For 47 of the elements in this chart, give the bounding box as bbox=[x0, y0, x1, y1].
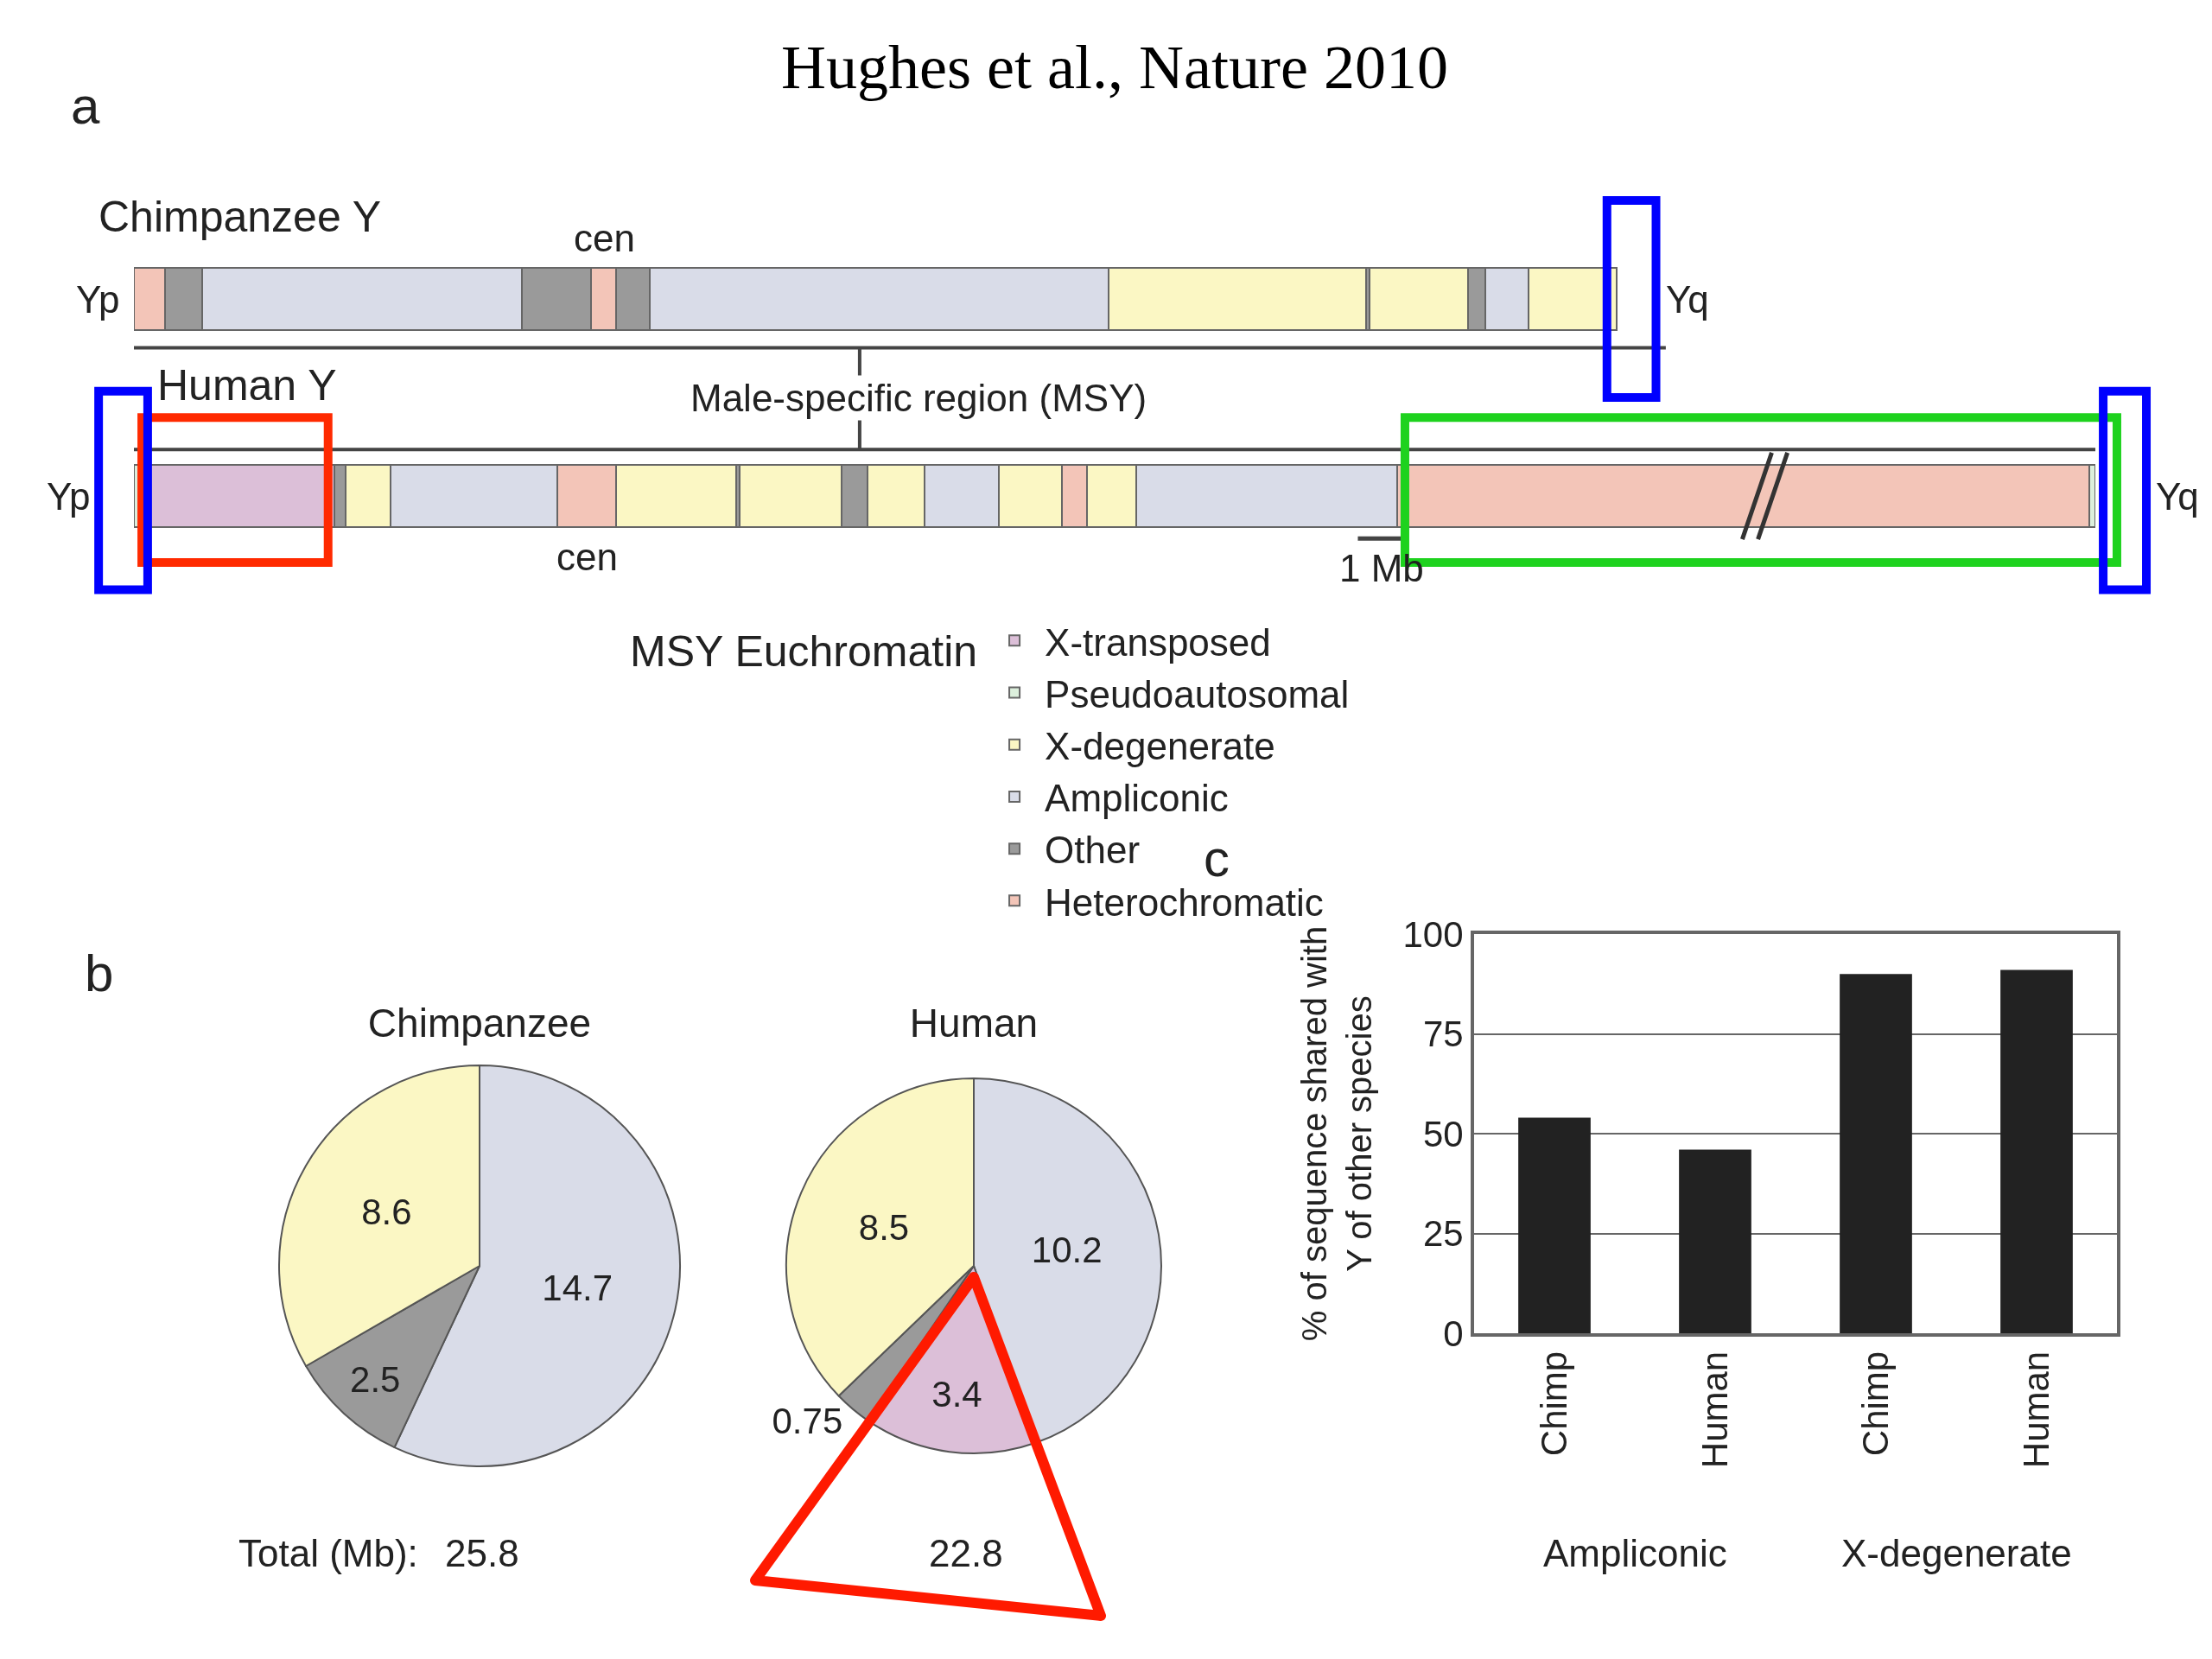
chart-title: Hughes et al., Nature 2010 bbox=[781, 32, 1448, 102]
annotation: Yq bbox=[1666, 278, 1709, 321]
legend-title: MSY Euchromatin bbox=[630, 627, 978, 677]
text: 25.8 bbox=[445, 1532, 519, 1574]
bar bbox=[1840, 974, 1912, 1333]
legend-label: Other bbox=[1045, 829, 1141, 872]
y-tick-label: 0 bbox=[1443, 1313, 1464, 1354]
legend-label: X-transposed bbox=[1045, 620, 1271, 664]
x-tick-label: Chimp bbox=[1854, 1351, 1896, 1457]
text: Ampliconic bbox=[1543, 1532, 1727, 1574]
annotation: Male-specific region (MSY) bbox=[690, 377, 1147, 419]
legend-label: X-degenerate bbox=[1045, 724, 1275, 767]
bar bbox=[1679, 1149, 1751, 1333]
text: Yq bbox=[2156, 475, 2199, 518]
data-label: 3.4 bbox=[931, 1373, 982, 1414]
y-tick-label: 75 bbox=[1422, 1014, 1464, 1055]
bar bbox=[1518, 1117, 1591, 1333]
data-label: 2.5 bbox=[350, 1358, 401, 1400]
legend-label: Pseudoautosomal bbox=[1045, 672, 1350, 715]
text: 22.8 bbox=[929, 1532, 1003, 1574]
chart-title: Chimpanzee bbox=[367, 1001, 592, 1046]
text: X-degenerate bbox=[1841, 1532, 2072, 1574]
x-tick-label: Human bbox=[2015, 1351, 2056, 1469]
y-tick-label: 50 bbox=[1422, 1113, 1464, 1154]
x-tick-label: Chimp bbox=[1533, 1351, 1574, 1457]
chart-title: Human bbox=[909, 1001, 1039, 1046]
data-label: 0.75 bbox=[772, 1401, 843, 1442]
text: b bbox=[85, 944, 114, 1002]
data-label: 8.6 bbox=[361, 1192, 412, 1233]
legend-label: Ampliconic bbox=[1045, 777, 1229, 820]
data-label: 14.7 bbox=[542, 1267, 613, 1308]
x-tick-label: Human bbox=[1694, 1351, 1735, 1469]
y-tick-label: 25 bbox=[1422, 1213, 1464, 1255]
text: Total (Mb): bbox=[238, 1532, 418, 1574]
text: 1 Mb bbox=[1339, 547, 1424, 589]
text: Yp bbox=[76, 278, 120, 321]
annotation: cen bbox=[556, 536, 618, 578]
y-axis-title: % of sequence shared with Y of other species bbox=[1294, 925, 1378, 1342]
text: a bbox=[71, 77, 100, 135]
data-label: 8.5 bbox=[858, 1207, 910, 1249]
y-tick-label: Chimpanzee Y bbox=[99, 193, 382, 241]
bar bbox=[2000, 969, 2073, 1333]
annotation: cen bbox=[574, 217, 635, 259]
data-label: 10.2 bbox=[1031, 1230, 1103, 1271]
y-tick-label: Human Y bbox=[157, 361, 337, 410]
y-tick-label: 100 bbox=[1402, 913, 1464, 955]
text: Yp bbox=[47, 475, 91, 518]
